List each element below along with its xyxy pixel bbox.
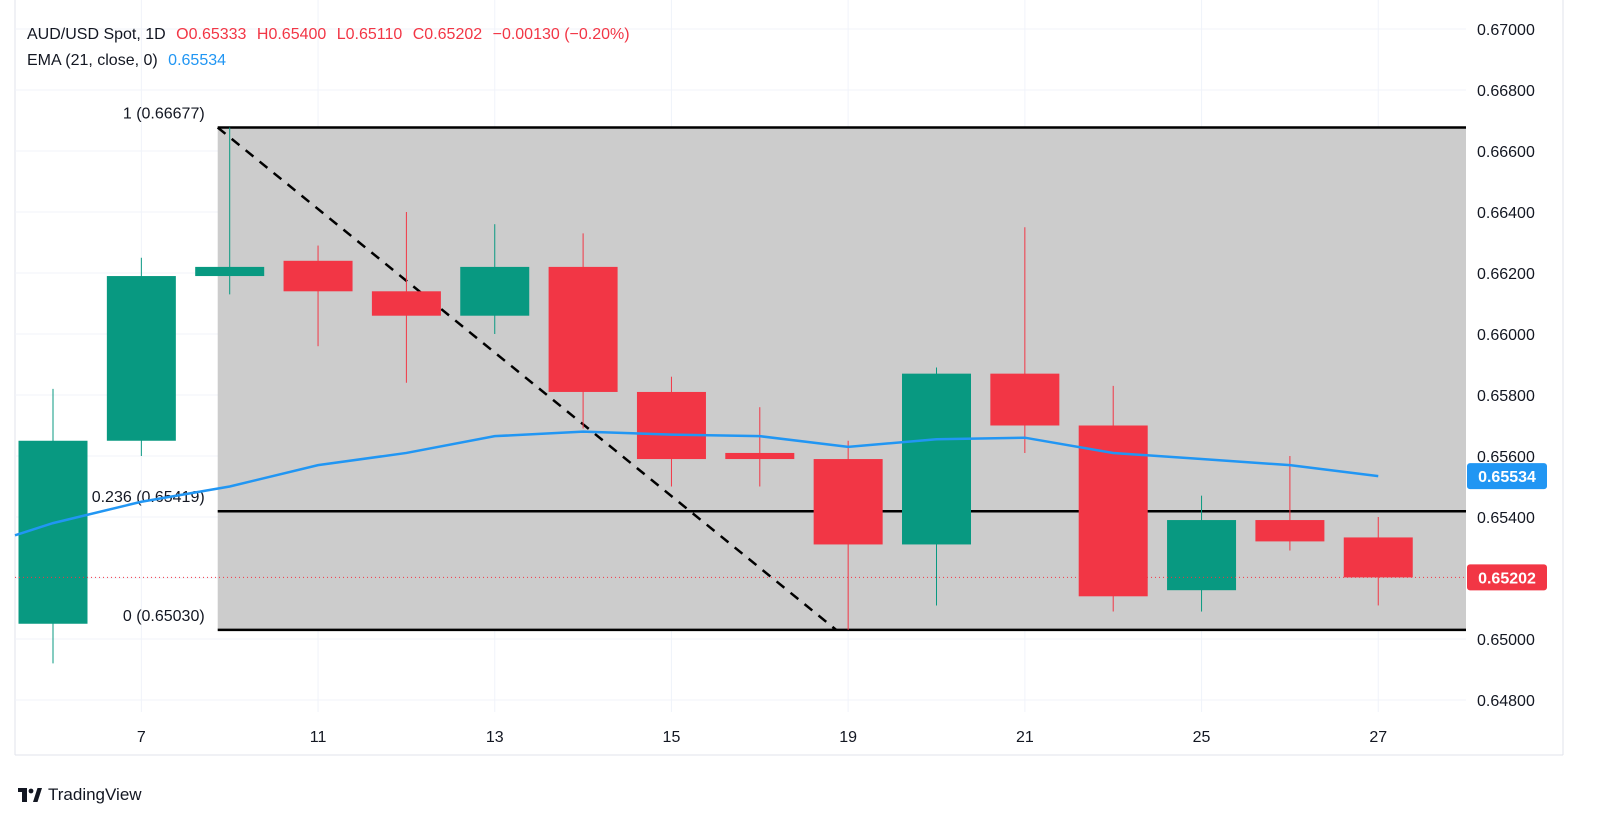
x-tick-label-6: 25 <box>1193 729 1211 746</box>
change-value: −0.00130 (−0.20%) <box>492 26 630 43</box>
y-tick-label-3: 0.66400 <box>1477 205 1535 222</box>
candle-body-4 <box>371 291 441 316</box>
candle-body-14 <box>1255 520 1325 542</box>
y-tick-label-8: 0.65400 <box>1477 510 1535 527</box>
candle-body-8 <box>725 452 795 460</box>
y-tick-label-0: 0.67000 <box>1477 22 1535 39</box>
x-tick-label-7: 27 <box>1369 729 1387 746</box>
y-tick-label-1: 0.66800 <box>1477 83 1535 100</box>
tradingview-logo-icon <box>18 788 42 802</box>
candle-body-9 <box>813 459 883 545</box>
y-tick-label-11: 0.64800 <box>1477 693 1535 710</box>
x-tick-label-0: 7 <box>137 729 146 746</box>
candle-body-2 <box>195 266 265 277</box>
ema-label: EMA (21, close, 0) <box>27 52 158 69</box>
fib-trend-line <box>216 126 837 631</box>
x-tick-label-3: 15 <box>663 729 681 746</box>
fib-level-label-2: 0 (0.65030) <box>123 608 205 625</box>
x-tick-label-1: 11 <box>310 729 327 746</box>
ema-price-badge-bg <box>1467 463 1547 490</box>
low-value: L0.65110 <box>336 26 403 43</box>
ohlc-legend: AUD/USD Spot, 1D O0.65333 H0.65400 L0.65… <box>27 26 636 44</box>
candle-body-1 <box>106 276 176 441</box>
x-tick-label-2: 13 <box>486 729 504 746</box>
y-tick-label-4: 0.66200 <box>1477 266 1535 283</box>
tradingview-brand: TradingView <box>18 785 142 805</box>
last-price-badge-bg <box>1467 564 1547 591</box>
candle-body-7 <box>636 391 706 460</box>
candle-body-10 <box>902 373 971 545</box>
y-tick-label-6: 0.65800 <box>1477 388 1535 405</box>
x-tick-label-4: 19 <box>839 729 857 746</box>
symbol-label: AUD/USD Spot, 1D <box>27 26 166 43</box>
fib-retracement-band <box>217 127 1467 630</box>
candle-body-15 <box>1343 537 1413 578</box>
x-tick-label-5: 21 <box>1016 729 1034 746</box>
candle-body-6 <box>548 266 618 392</box>
candle-body-5 <box>460 266 530 316</box>
last-price-badge: 0.65202 <box>1478 570 1536 587</box>
brand-name: TradingView <box>48 785 142 804</box>
candle-body-0 <box>18 440 88 624</box>
candle-body-11 <box>990 373 1060 426</box>
y-tick-label-10: 0.65000 <box>1477 632 1535 649</box>
ema-value: 0.65534 <box>168 52 227 69</box>
fib-level-label-1: 0.236 (0.65419) <box>92 489 205 506</box>
ema-price-badge: 0.65534 <box>1478 469 1536 486</box>
y-tick-label-7: 0.65600 <box>1477 449 1535 466</box>
y-tick-label-5: 0.66000 <box>1477 327 1535 344</box>
fib-level-label-0: 1 (0.66677) <box>123 106 205 123</box>
candle-body-13 <box>1167 520 1237 591</box>
candle-body-12 <box>1078 425 1148 597</box>
ema-legend: EMA (21, close, 0) 0.65534 <box>27 52 232 70</box>
ema-line <box>14 430 1379 537</box>
high-value: H0.65400 <box>256 26 327 43</box>
open-value: O0.65333 <box>176 26 247 43</box>
candle-body-3 <box>283 260 353 292</box>
y-tick-label-2: 0.66600 <box>1477 144 1535 161</box>
close-value: C0.65202 <box>412 26 483 43</box>
